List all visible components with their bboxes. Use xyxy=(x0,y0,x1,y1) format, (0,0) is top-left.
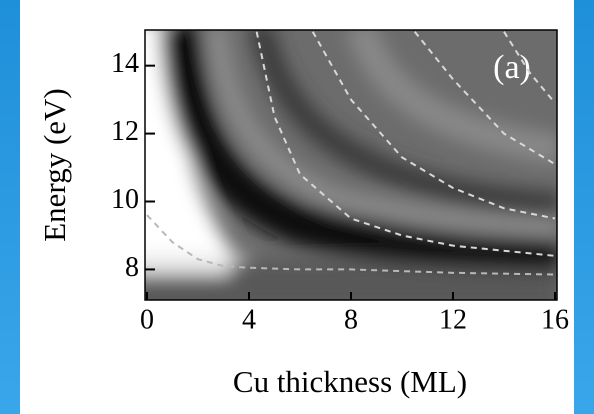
dashed-curve xyxy=(311,31,556,220)
y-tick-label: 8 xyxy=(125,252,139,283)
x-tick-label: 12 xyxy=(439,304,467,335)
y-tick-label: 14 xyxy=(111,48,139,79)
y-axis-label: Energy (eV) xyxy=(37,88,72,242)
x-axis-label: Cu thickness (ML) xyxy=(233,364,467,399)
x-tick-label: 4 xyxy=(242,304,256,335)
heatmap xyxy=(145,30,557,300)
annotation: (a) xyxy=(493,49,531,86)
dashed-curve xyxy=(503,31,556,104)
dashed-curve xyxy=(255,31,556,257)
x-tick-label: 0 xyxy=(140,304,154,335)
y-tick-label: 10 xyxy=(111,184,139,215)
x-tick-label: 8 xyxy=(344,304,358,335)
y-tick-label: 12 xyxy=(111,116,139,147)
dashed-curve xyxy=(413,31,556,166)
dashed-curve xyxy=(146,214,556,276)
x-tick-label: 16 xyxy=(541,304,569,335)
